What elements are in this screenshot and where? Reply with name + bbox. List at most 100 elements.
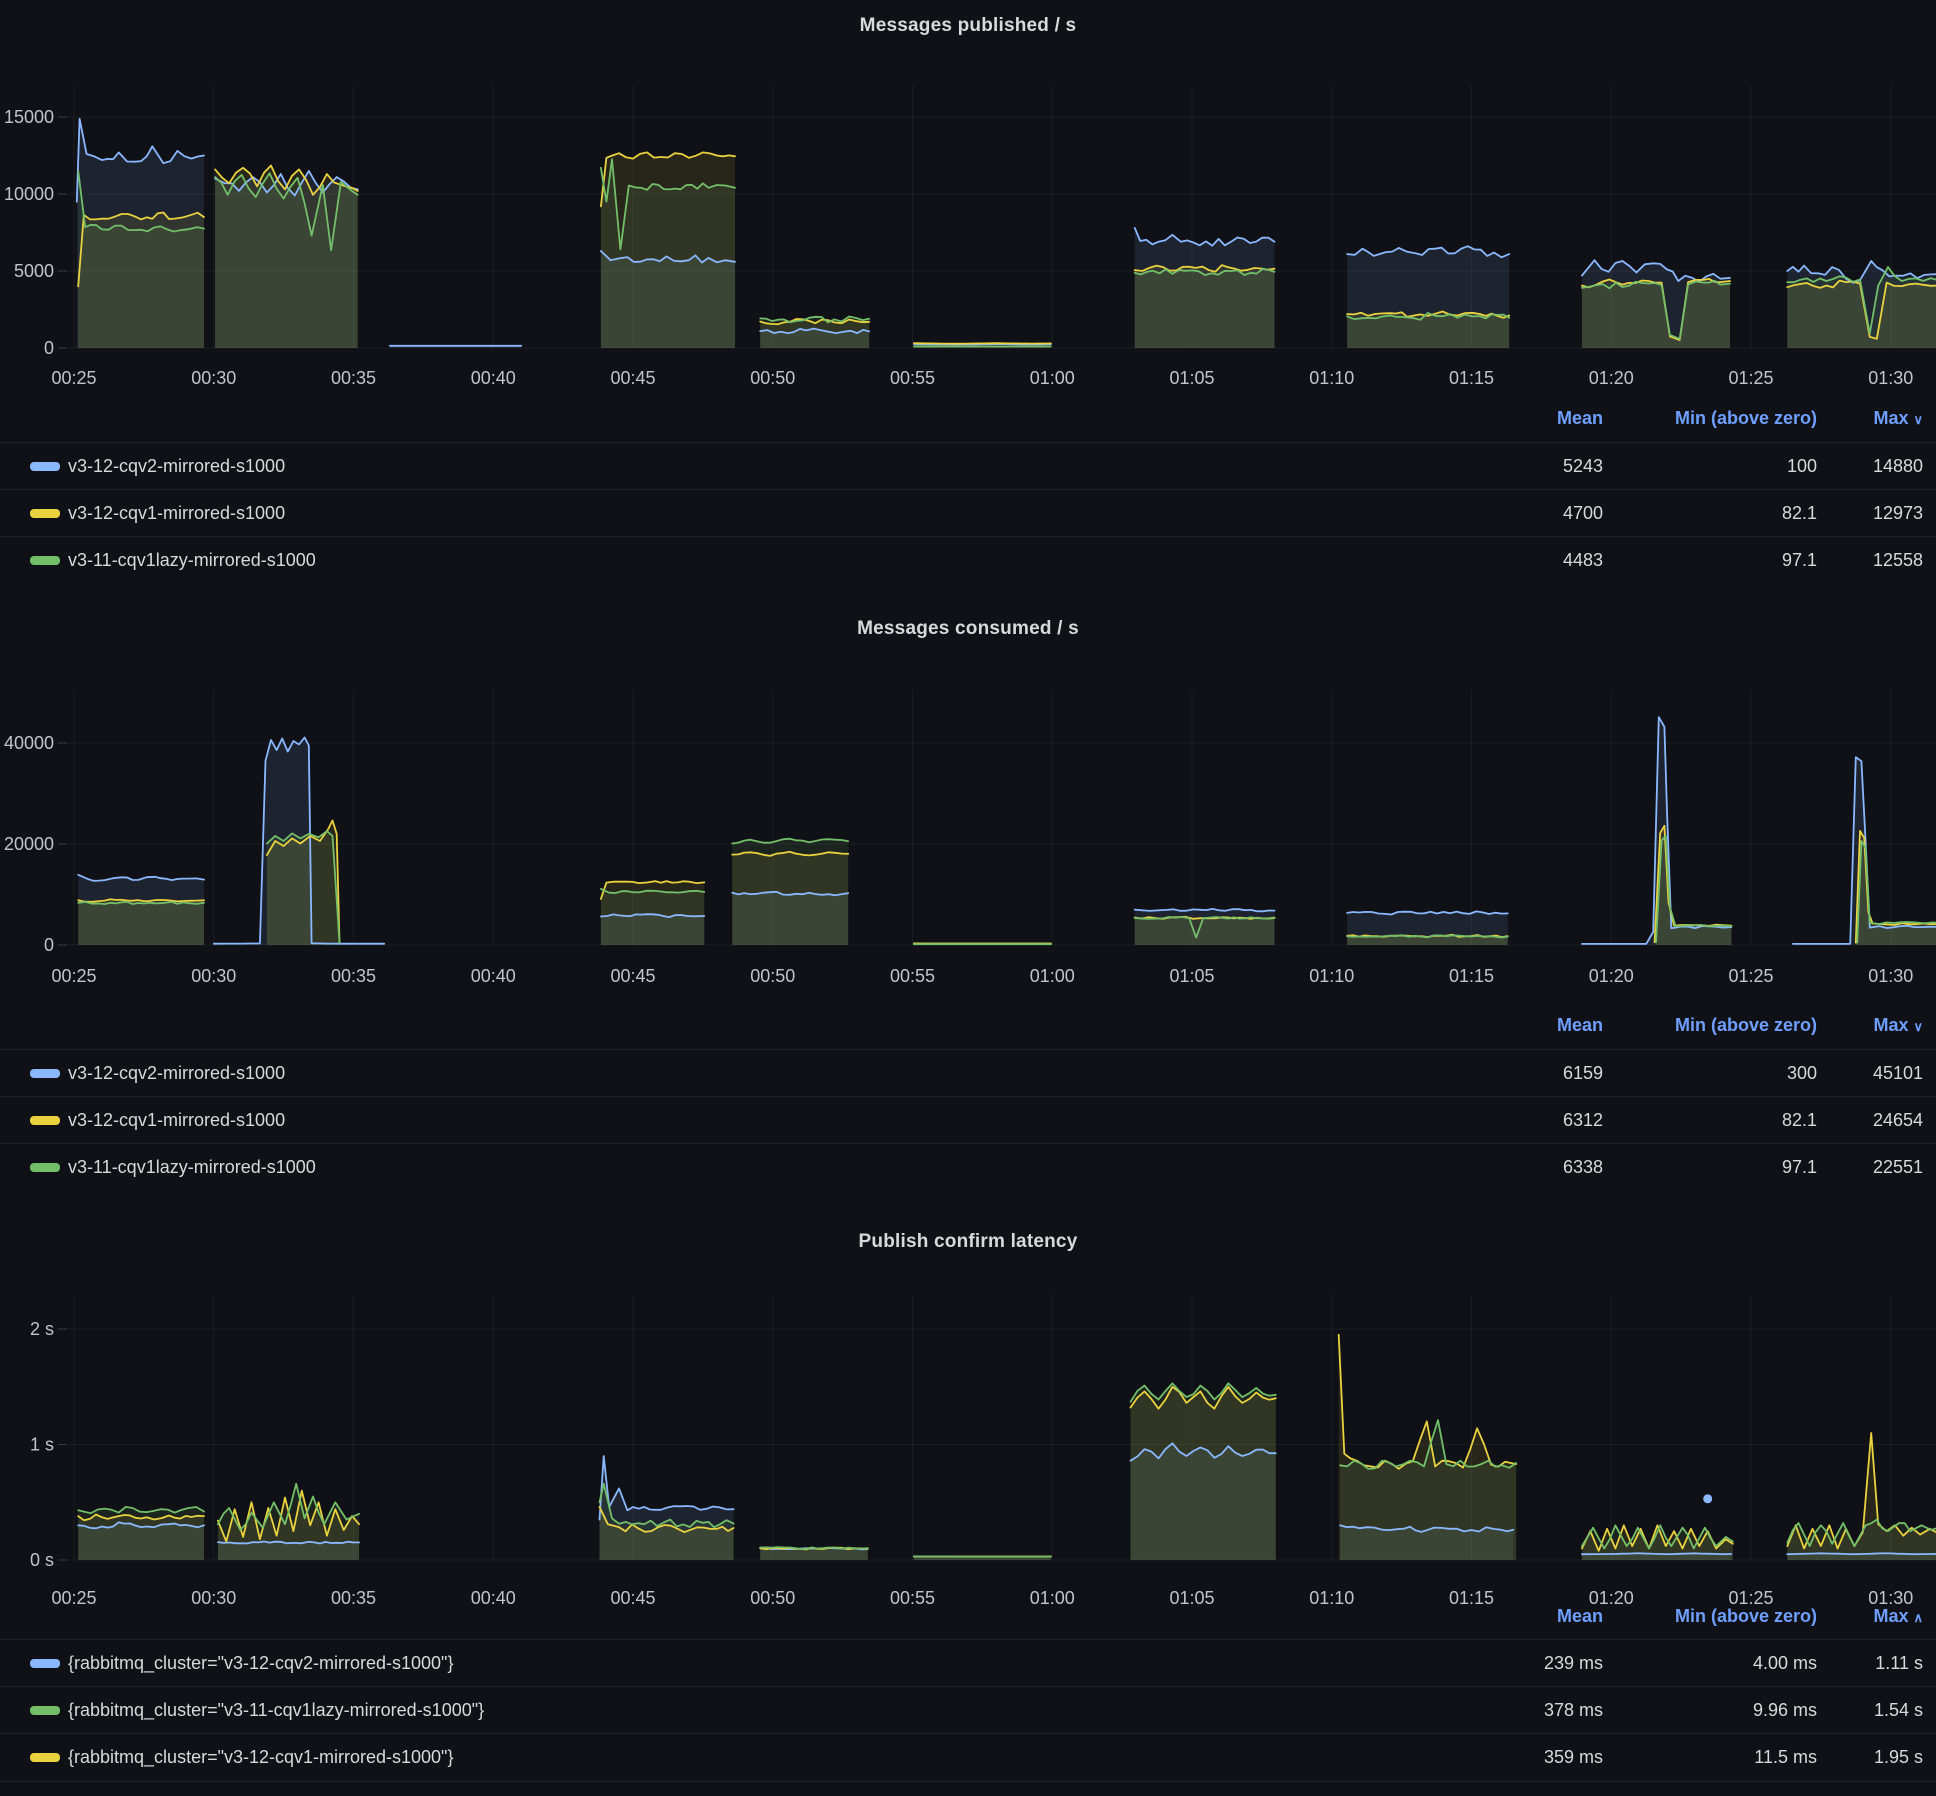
series-swatch-cqv1[interactable] [30,509,60,518]
x-axis-tick-label: 01:10 [1309,966,1354,986]
series-max-value: 22551 [1872,1157,1923,1177]
x-axis-tick-label: 01:00 [1030,966,1075,986]
legend-sort-min-above-zero[interactable]: Min (above zero) [1674,408,1817,428]
legend-row: v3-11-cqv1lazy-mirrored-s1000 6338 97.1 … [0,1144,1936,1191]
x-axis-tick-label: 01:15 [1449,368,1494,388]
y-axis-tick-label: 1 s [30,1435,54,1455]
x-axis-tick-label: 00:35 [331,1588,376,1608]
series-label-cqv2[interactable]: {rabbitmq_cluster="v3-12-cqv2-mirrored-s… [68,1653,454,1673]
x-axis-tick-label: 01:30 [1868,368,1913,388]
series-mean-value: 6312 [1562,1110,1603,1130]
x-axis-tick-label: 01:20 [1589,1588,1634,1608]
x-axis-tick-label: 00:30 [191,1588,236,1608]
series-swatch-cqv2[interactable] [30,1659,60,1668]
x-axis-tick-label: 01:25 [1728,368,1773,388]
series-min-value: 300 [1786,1063,1817,1083]
series-label-cqv1lazy[interactable]: {rabbitmq_cluster="v3-11-cqv1lazy-mirror… [68,1700,485,1720]
x-axis-tick-label: 00:45 [610,966,655,986]
legend-sort-max[interactable]: Max ∨ [1873,1010,1923,1042]
legend-header-consumed: Mean Min (above zero) Max ∨ [0,1010,1936,1040]
legend-row: {rabbitmq_cluster="v3-12-cqv2-mirrored-s… [0,1640,1936,1687]
x-axis-tick-label: 00:55 [890,1588,935,1608]
y-axis-tick-label: 5000 [14,261,54,281]
series-label-cqv1[interactable]: {rabbitmq_cluster="v3-12-cqv1-mirrored-s… [68,1747,454,1767]
plot-area-messages-consumed[interactable] [64,690,1936,945]
series-swatch-cqv1[interactable] [30,1753,60,1762]
x-axis-tick-label: 01:25 [1728,966,1773,986]
x-axis-tick-label: 00:55 [890,966,935,986]
series-label-cqv1lazy[interactable]: v3-11-cqv1lazy-mirrored-s1000 [68,550,316,570]
plot-area-publish-confirm-latency[interactable] [64,1295,1936,1560]
series-label-cqv1[interactable]: v3-12-cqv1-mirrored-s1000 [68,1110,286,1130]
legend-header-latency: Mean Min (above zero) Max ∧ [0,1601,1936,1631]
series-label-cqv1lazy[interactable]: v3-11-cqv1lazy-mirrored-s1000 [68,1157,316,1177]
series-swatch-cqv1lazy[interactable] [30,556,60,565]
series-max-value: 12558 [1872,550,1923,570]
series-swatch-cqv2[interactable] [30,1069,60,1078]
series-label-cqv2[interactable]: v3-12-cqv2-mirrored-s1000 [68,456,286,476]
series-max-value: 12973 [1872,503,1923,523]
series-swatch-cqv1lazy[interactable] [30,1163,60,1172]
legend-separator [0,1049,1936,1050]
x-axis-tick-label: 00:35 [331,966,376,986]
y-axis-tick-label: 0 s [30,1550,54,1570]
legend-sort-mean[interactable]: Mean [1556,1015,1603,1035]
x-axis-tick-label: 01:00 [1030,368,1075,388]
legend-row: {rabbitmq_cluster="v3-12-cqv1-mirrored-s… [0,1734,1936,1781]
legend-sort-mean[interactable]: Mean [1556,408,1603,428]
series-min-value: 82.1 [1781,503,1817,523]
legend-sort-max-label: Max [1873,1606,1909,1626]
series-max-value: 1.95 s [1873,1747,1923,1767]
y-axis-tick-label: 0 [44,935,54,955]
legend-separator [0,1686,1936,1687]
series-max-value: 24654 [1872,1110,1923,1130]
panel-title-messages-consumed[interactable]: Messages consumed / s [857,618,1079,639]
x-axis-tick-label: 01:10 [1309,1588,1354,1608]
legend-sort-min-above-zero[interactable]: Min (above zero) [1674,1015,1817,1035]
x-axis-tick-label: 01:00 [1030,1588,1075,1608]
x-axis-tick-label: 00:30 [191,966,236,986]
series-label-cqv1[interactable]: v3-12-cqv1-mirrored-s1000 [68,503,286,523]
x-axis-tick-label: 00:50 [750,1588,795,1608]
panel-title-messages-published[interactable]: Messages published / s [859,15,1077,36]
series-swatch-cqv1[interactable] [30,1116,60,1125]
series-min-value: 97.1 [1781,550,1817,570]
legend-sort-min-above-zero[interactable]: Min (above zero) [1674,1606,1817,1626]
series-mean-value: 6338 [1562,1157,1603,1177]
data-point-marker [1703,1494,1713,1504]
series-mean-value: 359 ms [1543,1747,1603,1767]
series-min-value: 97.1 [1781,1157,1817,1177]
x-axis-tick-label: 00:25 [51,966,96,986]
x-axis-tick-label: 00:30 [191,368,236,388]
x-axis-tick-label: 00:50 [750,368,795,388]
x-axis-tick-label: 01:05 [1169,1588,1214,1608]
series-min-value: 100 [1786,456,1817,476]
series-min-value: 11.5 ms [1754,1747,1817,1767]
x-axis-tick-label: 01:20 [1589,966,1634,986]
legend-separator [0,442,1936,443]
y-axis-tick-label: 20000 [4,834,54,854]
legend-row: v3-12-cqv1-mirrored-s1000 6312 82.1 2465… [0,1097,1936,1144]
x-axis-tick-label: 00:45 [610,368,655,388]
legend-row: v3-12-cqv2-mirrored-s1000 6159 300 45101 [0,1050,1936,1097]
series-label-cqv2[interactable]: v3-12-cqv2-mirrored-s1000 [68,1063,286,1083]
plot-area-messages-published[interactable] [64,85,1936,348]
series-max-value: 45101 [1872,1063,1923,1083]
legend-separator [0,1639,1936,1640]
panel-title-publish-confirm-latency[interactable]: Publish confirm latency [858,1231,1078,1252]
x-axis-tick-label: 00:35 [331,368,376,388]
legend-sort-max[interactable]: Max ∨ [1873,403,1923,435]
legend-sort-max[interactable]: Max ∧ [1873,1601,1923,1633]
legend-row: {rabbitmq_cluster="v3-11-cqv1lazy-mirror… [0,1687,1936,1734]
x-axis-tick-label: 01:15 [1449,1588,1494,1608]
series-swatch-cqv2[interactable] [30,462,60,471]
legend-separator [0,1781,1936,1782]
y-axis-tick-label: 2 s [30,1319,54,1339]
legend-separator [0,536,1936,537]
series-mean-value: 6159 [1562,1063,1603,1083]
series-swatch-cqv1lazy[interactable] [30,1706,60,1715]
series-mean-value: 4483 [1562,550,1603,570]
legend-sort-mean[interactable]: Mean [1556,1606,1603,1626]
